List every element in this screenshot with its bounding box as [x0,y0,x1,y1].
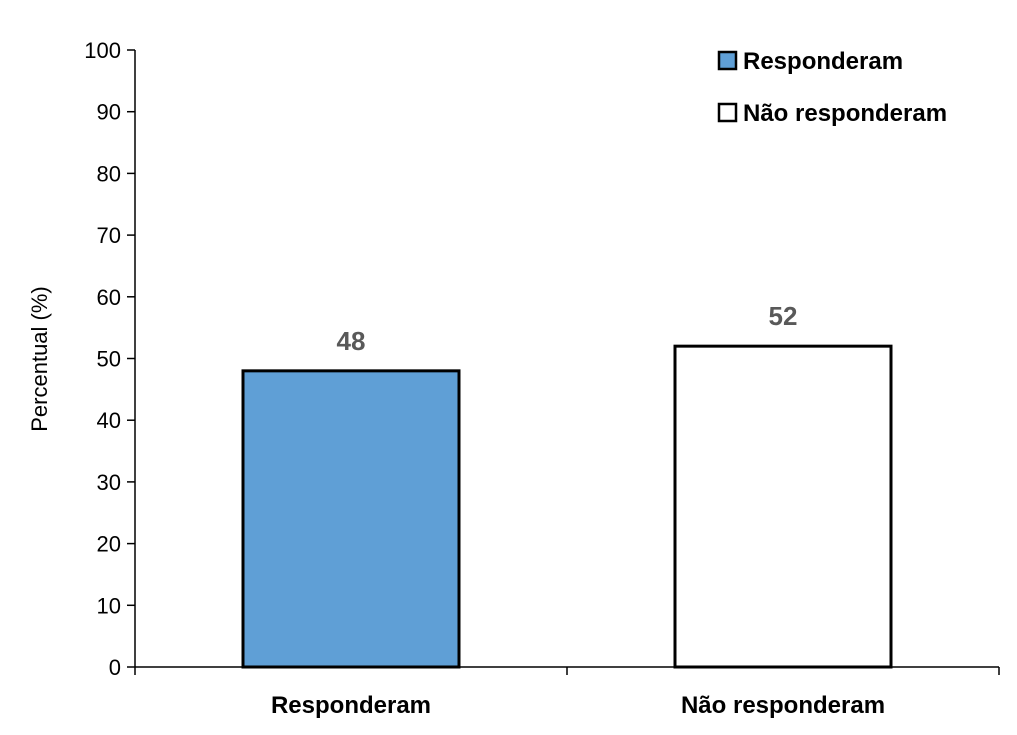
y-tick-label: 80 [97,161,121,186]
data-label: 48 [337,326,366,356]
y-tick-label: 30 [97,470,121,495]
y-tick-label: 0 [109,655,121,680]
y-tick-label: 90 [97,100,121,125]
data-labels: 48 52 [337,301,798,356]
y-tick-label: 40 [97,408,121,433]
data-label: 52 [769,301,798,331]
legend: Responderam Não responderam [717,48,947,127]
axes [134,50,1000,675]
bar-responderam [241,369,461,669]
y-tick-label: 10 [97,593,121,618]
legend-label: Não responderam [743,100,947,127]
x-category-label: Não responderam [681,692,885,719]
y-axis-ticks: 0 10 20 30 40 50 60 70 80 90 100 [84,38,135,680]
category-labels: Responderam Não responderam [271,692,885,719]
y-tick-label: 20 [97,532,121,557]
bar-nao-responderam [673,344,893,669]
legend-swatch [717,102,738,123]
x-category-label: Responderam [271,692,431,719]
legend-label: Responderam [743,48,903,75]
y-tick-label: 70 [97,223,121,248]
bars [241,344,893,669]
y-tick-label: 60 [97,285,121,310]
y-axis-title: Percentual (%) [27,286,52,432]
y-tick-label: 50 [97,347,121,372]
y-tick-label: 100 [84,38,121,63]
legend-swatch [717,50,738,71]
